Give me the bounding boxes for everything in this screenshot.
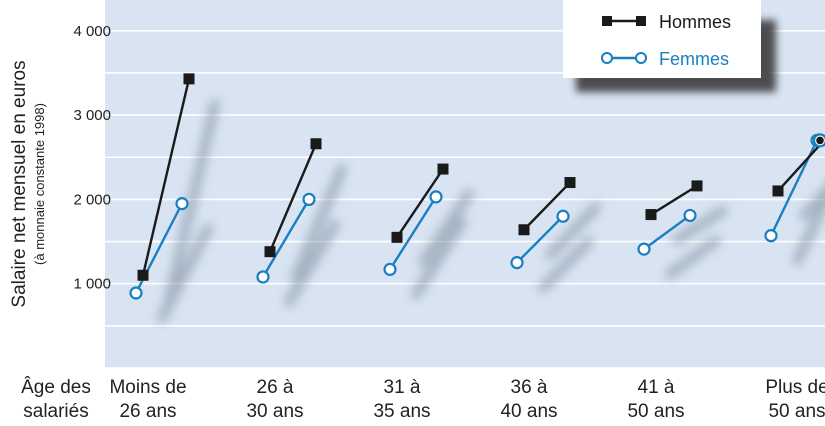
x-category-label: 50 ans	[627, 401, 684, 422]
legend: Hommes Femmes	[563, 0, 776, 92]
x-category-label: 50 ans	[768, 401, 825, 422]
hommes-segment	[396, 168, 444, 239]
femmes-point	[302, 192, 316, 206]
y-tick-label: 4 000	[73, 23, 111, 40]
legend-femmes-marker-left	[601, 52, 613, 64]
femmes-segment	[261, 198, 311, 278]
x-category-label: 26 à	[257, 377, 294, 398]
series-shadow	[545, 202, 601, 260]
hommes-point	[264, 246, 276, 258]
series-shadow	[799, 185, 825, 221]
hommes-point	[564, 177, 576, 189]
legend-hommes-marker-right	[636, 16, 646, 26]
x-category-label: 40 ans	[500, 401, 557, 422]
femmes-point	[683, 208, 697, 223]
hommes-point	[391, 231, 403, 243]
y-axis-label: Salaire net mensuel en euros	[9, 60, 30, 307]
femmes-segment	[388, 196, 438, 271]
hommes-point	[772, 185, 784, 197]
hommes-point	[183, 73, 195, 85]
legend-hommes-label: Hommes	[659, 12, 731, 32]
x-category-label: 30 ans	[246, 401, 303, 422]
femmes-point	[556, 209, 570, 223]
series-shadow	[792, 191, 825, 266]
femmes-segment	[643, 214, 691, 251]
series-shadow	[411, 216, 467, 300]
femmes-point	[510, 256, 524, 270]
grid	[105, 29, 825, 369]
x-category-label: Plus de	[765, 377, 825, 398]
series-shadow	[665, 235, 721, 280]
series-shadow	[284, 219, 340, 307]
series-shadow	[164, 98, 220, 306]
hommes-segment	[523, 181, 571, 231]
hommes-segment	[777, 139, 825, 192]
y-axis-sublabel: (à monnaie constante 1998)	[32, 103, 47, 265]
hommes-point	[816, 136, 824, 145]
y-tick-label: 3 000	[73, 107, 111, 124]
femmes-point	[637, 242, 651, 256]
x-category-labels: Moins de 26 ans 26 à 30 ans 31 à 35 ans 36 à 40…	[109, 377, 825, 422]
y-tick-labels: 1 000 2 000 3 000 4 000	[73, 23, 111, 293]
hommes-point	[691, 180, 703, 192]
x-category-label: 31 à	[384, 377, 421, 398]
x-category-label: 41 à	[638, 377, 675, 398]
femmes-point	[429, 190, 443, 204]
hommes-segment	[650, 184, 698, 216]
legend-hommes-marker-left	[602, 16, 612, 26]
legend-box	[563, 0, 761, 78]
hommes-point	[518, 224, 530, 236]
x-category-label: 26 ans	[119, 401, 176, 422]
series-shadows	[157, 98, 825, 323]
femmes-point	[175, 197, 189, 211]
x-category-label: 36 à	[511, 377, 548, 398]
hommes-point	[645, 209, 657, 221]
legend-femmes-marker-right	[635, 52, 647, 64]
hommes-point	[437, 163, 449, 175]
femmes-point	[764, 229, 778, 243]
hommes-point	[310, 138, 322, 150]
femmes-point	[383, 262, 397, 276]
x-category-label: 35 ans	[373, 401, 430, 422]
series-shadow	[672, 205, 728, 245]
hommes-segment	[141, 78, 191, 276]
series-shadow	[418, 189, 474, 268]
y-tick-label: 1 000	[73, 276, 111, 293]
x-category-label: Moins de	[109, 377, 186, 398]
y-tick-label: 2 000	[73, 191, 111, 208]
series-shadow	[291, 163, 347, 282]
hommes-point	[137, 269, 149, 281]
hommes-segment	[268, 143, 318, 253]
series-group	[129, 73, 825, 300]
femmes-segment	[516, 215, 564, 264]
x-axis-label-line-2: salariés	[23, 401, 88, 422]
femmes-point	[129, 286, 143, 300]
series-shadow	[538, 236, 594, 293]
legend-femmes-label: Femmes	[659, 49, 729, 69]
x-axis-label-line-1: Âge des	[21, 376, 91, 398]
femmes-point	[256, 270, 270, 284]
